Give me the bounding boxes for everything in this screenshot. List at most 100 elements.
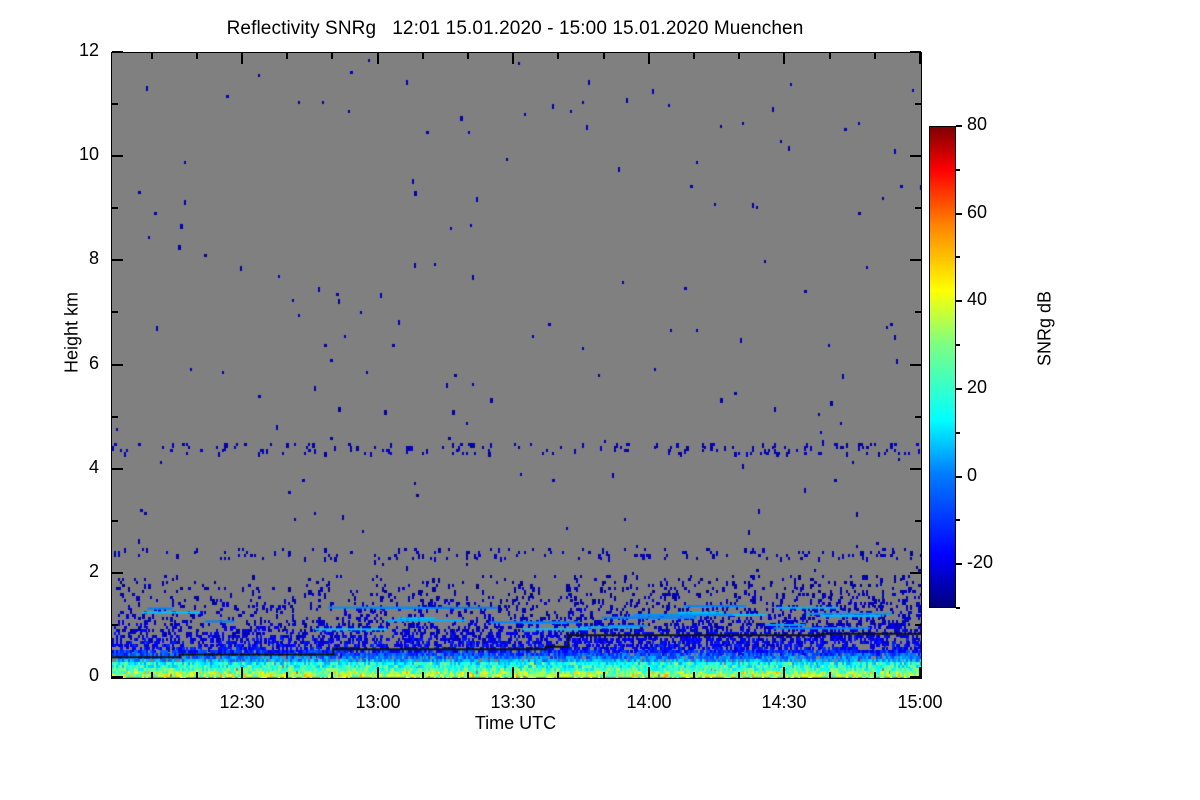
y-tick-major — [112, 51, 123, 53]
y-tick-major-right — [910, 259, 921, 261]
x-tick-major — [377, 667, 379, 678]
colorbar-tick-minor — [956, 607, 960, 609]
x-tick-minor-top — [829, 53, 831, 59]
y-tick-major — [112, 364, 123, 366]
colorbar-tick-label: 80 — [967, 114, 988, 134]
y-tick-minor-right — [915, 207, 921, 209]
colorbar-tick-label: -20 — [967, 552, 994, 573]
x-tick-label: 14:30 — [761, 692, 807, 712]
colorbar-label: SNRg dB — [1034, 290, 1055, 367]
y-tick-minor — [112, 207, 118, 209]
y-tick-major — [112, 259, 123, 261]
x-tick-label: 15:00 — [897, 692, 943, 712]
x-tick-minor-top — [331, 53, 333, 59]
y-tick-major-right — [910, 468, 921, 470]
x-tick-label: 14:00 — [626, 692, 672, 712]
colorbar-tick-minor — [956, 431, 960, 434]
colorbar-tick — [956, 125, 962, 127]
y-tick-major-right — [910, 572, 921, 574]
y-tick-major-right — [910, 51, 921, 53]
x-tick-minor-top — [603, 53, 605, 59]
x-tick-minor — [422, 672, 424, 678]
x-tick-major-top — [512, 53, 514, 64]
y-tick-minor-right — [915, 103, 921, 105]
x-tick-minor — [151, 672, 153, 678]
x-tick-minor — [693, 672, 695, 678]
x-tick-major — [512, 667, 514, 678]
x-tick-minor — [557, 672, 559, 678]
colorbar-tick-label: 40 — [967, 289, 988, 310]
x-tick-minor-top — [557, 53, 559, 59]
x-tick-minor — [286, 672, 288, 678]
x-tick-label: 13:30 — [490, 692, 536, 712]
colorbar-tick-label: 0 — [967, 464, 978, 485]
colorbar-tick — [956, 212, 962, 215]
colorbar-tick-minor — [956, 168, 960, 171]
colorbar[interactable]: 80 60 40 20 0 -20 — [929, 114, 993, 609]
y-tick-major — [112, 676, 123, 678]
x-tick-minor-top — [738, 53, 740, 59]
x-tick-major — [648, 667, 650, 678]
colorbar-gradient — [929, 126, 956, 608]
x-tick-minor-top — [467, 53, 469, 59]
y-tick-major-right — [910, 676, 921, 678]
x-tick-minor — [874, 672, 876, 678]
x-tick-major-top — [241, 53, 243, 64]
colorbar-tick-minor — [956, 344, 960, 347]
colorbar-tick-minor — [956, 256, 960, 259]
x-tick-minor-top — [422, 53, 424, 59]
chart-title: Reflectivity SNRg 12:01 15.01.2020 - 15:… — [226, 18, 804, 39]
x-tick-label: 12:30 — [219, 692, 265, 712]
y-tick-minor — [112, 520, 118, 522]
y-tick-label: 12 — [78, 40, 99, 60]
x-tick-minor — [467, 672, 469, 678]
x-tick-minor-top — [196, 53, 198, 59]
y-tick-minor-right — [915, 520, 921, 522]
colorbar-tick — [956, 300, 962, 303]
y-tick-minor — [112, 103, 118, 105]
x-tick-minor — [331, 672, 333, 678]
y-tick-label: 6 — [88, 353, 99, 373]
x-axis-label: Time UTC — [474, 713, 557, 733]
y-tick-minor — [112, 311, 118, 313]
y-tick-minor-right — [915, 624, 921, 626]
x-tick-minor-top — [286, 53, 288, 59]
colorbar-tick — [956, 387, 962, 390]
x-tick-minor — [738, 672, 740, 678]
plot-area[interactable] — [111, 52, 922, 679]
y-tick-major — [112, 468, 123, 470]
colorbar-tick — [956, 563, 962, 566]
y-tick-minor — [112, 416, 118, 418]
y-tick-minor — [112, 624, 118, 626]
x-tick-minor-top — [693, 53, 695, 59]
x-tick-minor-top — [151, 53, 153, 59]
x-tick-major-top — [783, 53, 785, 64]
x-tick-major-top — [377, 53, 379, 64]
y-tick-major-right — [910, 364, 921, 366]
colorbar-tick-label: 20 — [967, 376, 988, 397]
colorbar-tick-minor — [956, 519, 960, 522]
x-tick-major — [919, 667, 921, 678]
y-tick-minor-right — [915, 311, 921, 313]
y-axis-label: Height km — [61, 291, 82, 374]
y-tick-major — [112, 572, 123, 574]
heatmap-canvas — [112, 53, 921, 678]
x-tick-major-top — [648, 53, 650, 64]
y-tick-minor-right — [915, 416, 921, 418]
x-tick-major — [783, 667, 785, 678]
x-tick-minor — [829, 672, 831, 678]
x-tick-minor — [196, 672, 198, 678]
y-tick-label: 8 — [88, 248, 99, 268]
y-tick-label: 0 — [88, 665, 99, 685]
y-tick-major — [112, 155, 123, 157]
x-tick-label: 13:00 — [355, 692, 401, 712]
x-tick-minor — [603, 672, 605, 678]
x-tick-minor-top — [874, 53, 876, 59]
x-tick-major — [241, 667, 243, 678]
y-tick-label: 4 — [88, 457, 99, 477]
colorbar-tick-label: 60 — [967, 201, 988, 222]
y-tick-label: 2 — [88, 561, 99, 581]
y-tick-major-right — [910, 155, 921, 157]
x-tick-major-top — [919, 53, 921, 64]
